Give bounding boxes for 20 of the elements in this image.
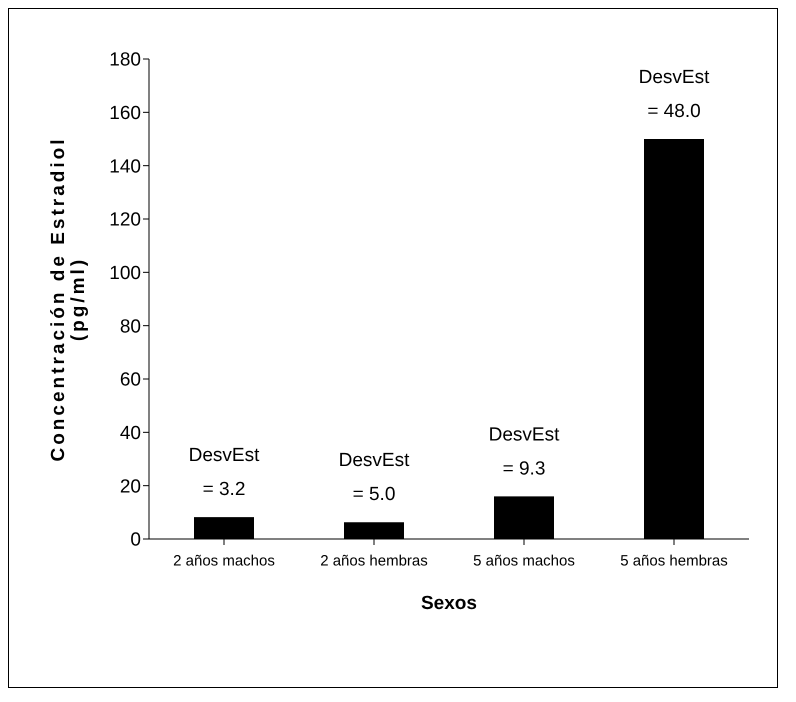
y-tick-label: 0 <box>130 530 141 551</box>
y-tick-label: 80 <box>120 316 141 338</box>
x-tick-label: 5 años hembras <box>620 552 728 570</box>
y-tick-label: 40 <box>120 423 141 444</box>
y-tick-label: 100 <box>109 263 141 284</box>
y-tick-label: 140 <box>109 156 141 178</box>
annotation: DesvEst = 3.2 <box>188 445 260 500</box>
x-tick-label: 2 años hembras <box>320 552 428 570</box>
y-tick-label: 60 <box>120 370 141 391</box>
y-tick-label: 20 <box>120 476 141 498</box>
y-tick-label: 180 <box>109 50 141 71</box>
x-tick-label: 2 años machos <box>173 552 275 570</box>
y-tick-label: 160 <box>109 103 141 124</box>
x-tick-label: 5 años machos <box>473 552 575 570</box>
x-axis-title: Sexos <box>421 593 477 614</box>
y-axis-title: Concentración de Estradiol (pg/ml) <box>48 136 89 462</box>
annotation: DesvEst = 9.3 <box>488 424 560 480</box>
annotation: DesvEst = 5.0 <box>338 450 410 506</box>
annotation: DesvEst = 48.0 <box>638 67 710 122</box>
y-tick-label: 120 <box>109 210 141 231</box>
